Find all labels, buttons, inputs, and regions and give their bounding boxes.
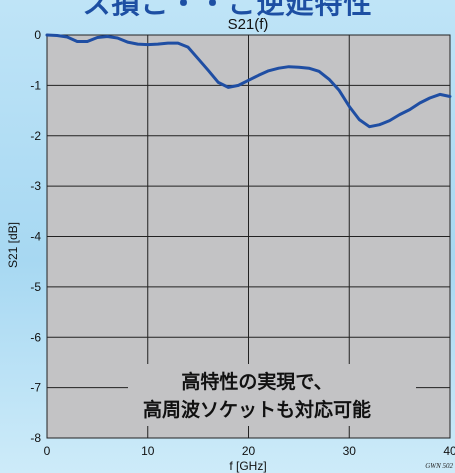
y-tick-label: -2 (30, 129, 41, 143)
chart-title: S21(f) (228, 16, 269, 33)
annotation-line-1: 高特性の実現で、 (181, 370, 332, 393)
annotation-box (128, 364, 416, 426)
annotation-line-2: 高周波ソケットも対応可能 (143, 398, 371, 421)
x-tick-label: 10 (141, 444, 155, 458)
y-tick-label: -3 (30, 179, 41, 193)
y-tick-label: 0 (34, 28, 41, 42)
x-tick-label: 40 (443, 444, 455, 458)
y-tick-labels: 0 -1 -2 -3 -4 -5 -6 -7 -8 (30, 28, 41, 445)
series-line (45, 33, 452, 129)
y-tick-label: -5 (30, 280, 41, 294)
x-tick-labels: 0 10 20 30 40 (44, 444, 455, 458)
annotation-callout: 高特性の実現で、 高周波ソケットも対応可能 (128, 364, 416, 426)
x-tick-label: 30 (343, 444, 357, 458)
x-tick-label: 20 (242, 444, 256, 458)
y-tick-label: -6 (30, 330, 41, 344)
y-tick-label: -1 (30, 78, 41, 92)
x-tick-label: 0 (44, 444, 51, 458)
header-banner: ス損こ・・こ逆延特性 (82, 0, 373, 20)
y-axis-label: S21 [dB] (6, 222, 20, 268)
y-tick-label: -8 (30, 431, 41, 445)
y-tick-label: -4 (30, 230, 41, 244)
x-axis-label: f [GHz] (229, 459, 266, 473)
figure-code: GWN 502 (425, 462, 453, 470)
series-group (45, 33, 452, 129)
y-tick-label: -7 (30, 381, 41, 395)
